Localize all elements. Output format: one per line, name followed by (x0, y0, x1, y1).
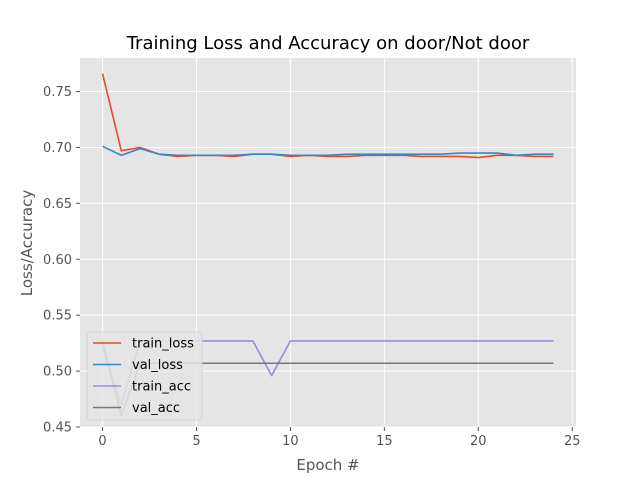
y-axis-label: Loss/Accuracy (18, 190, 36, 297)
legend-box (86, 331, 203, 421)
x-tick-label: 25 (564, 434, 581, 449)
y-tick-label: 0.70 (43, 141, 72, 156)
x-axis-ticks: 0 5 10 15 20 25 (98, 427, 581, 449)
y-tick-label: 0.65 (43, 197, 72, 212)
y-tick-label: 0.50 (43, 365, 72, 380)
grid (80, 58, 576, 428)
legend: train_loss val_loss train_acc val_acc (86, 331, 203, 421)
y-tick-label: 0.45 (43, 421, 72, 436)
x-axis-label: Epoch # (296, 456, 359, 474)
series-line-val-loss (102, 145, 554, 157)
x-tick-label: 15 (376, 434, 393, 449)
x-tick-label: 0 (98, 434, 106, 449)
legend-label: train_acc (132, 380, 191, 395)
y-tick-label: 0.75 (43, 85, 72, 100)
x-tick-label: 10 (282, 434, 299, 449)
x-tick-label: 20 (470, 434, 487, 449)
series-line-train-loss (101, 73, 554, 159)
y-tick-label: 0.55 (43, 309, 72, 324)
y-tick-label: 0.60 (43, 253, 72, 268)
legend-label: val_loss (132, 358, 183, 373)
legend-label: val_acc (132, 401, 180, 416)
legend-label: train_loss (132, 337, 194, 352)
y-axis-ticks: 0.45 0.50 0.55 0.60 0.65 0.70 0.75 (43, 85, 80, 436)
chart-title: Training Loss and Accuracy on door/Not d… (126, 33, 530, 54)
x-tick-label: 5 (192, 434, 200, 449)
